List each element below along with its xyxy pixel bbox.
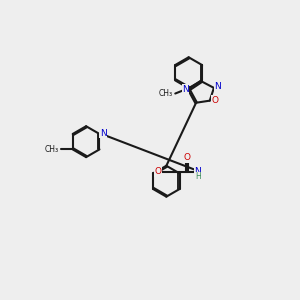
Text: O: O [155,167,162,176]
Text: O: O [184,153,190,162]
Text: CH₃: CH₃ [44,145,58,154]
Text: H: H [195,172,201,181]
Text: CH₃: CH₃ [159,89,173,98]
Text: N: N [182,85,189,94]
Text: N: N [100,129,106,138]
Text: N: N [194,167,201,176]
Text: N: N [214,82,221,91]
Text: O: O [212,96,219,105]
